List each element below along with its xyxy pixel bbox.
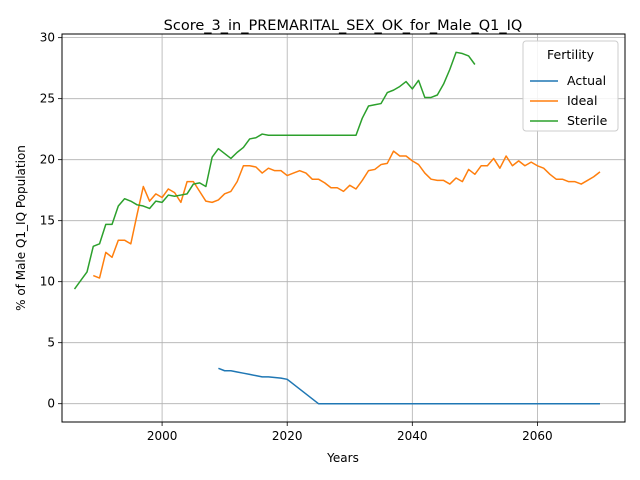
y-tick-label: 20	[40, 153, 55, 167]
y-tick-label: 25	[40, 92, 55, 106]
series-line-sterile	[73, 51, 476, 290]
legend-box	[522, 40, 619, 132]
x-tick-label: 2040	[397, 429, 428, 443]
x-axis-label: Years	[326, 451, 359, 465]
plot-frame	[61, 33, 626, 423]
legend-label-ideal: Ideal	[567, 93, 597, 108]
legend-label-sterile: Sterile	[567, 113, 608, 128]
series-lines	[73, 51, 601, 405]
y-tick-label: 15	[40, 214, 55, 228]
series-line-ideal	[93, 150, 601, 279]
chart-title: Score_3_in_PREMARITAL_SEX_OK_for_Male_Q1…	[164, 18, 523, 34]
y-tick-label: 10	[40, 275, 55, 289]
x-tick-label: 2000	[147, 429, 178, 443]
x-tick-label: 2020	[272, 429, 303, 443]
y-axis-label: % of Male Q1_IQ Population	[14, 145, 28, 311]
legend: Fertility Actual Ideal Sterile	[522, 40, 619, 132]
y-tick-label: 0	[47, 397, 55, 411]
y-tick-label: 30	[40, 31, 55, 45]
legend-label-actual: Actual	[567, 73, 606, 88]
series-line-actual	[218, 367, 600, 405]
legend-title: Fertility	[547, 47, 595, 62]
axis-ticks: 2000 2020 2040 2060 0 5 10 15 20 25 30	[40, 31, 553, 443]
y-tick-label: 5	[47, 336, 55, 350]
x-tick-label: 2060	[522, 429, 553, 443]
